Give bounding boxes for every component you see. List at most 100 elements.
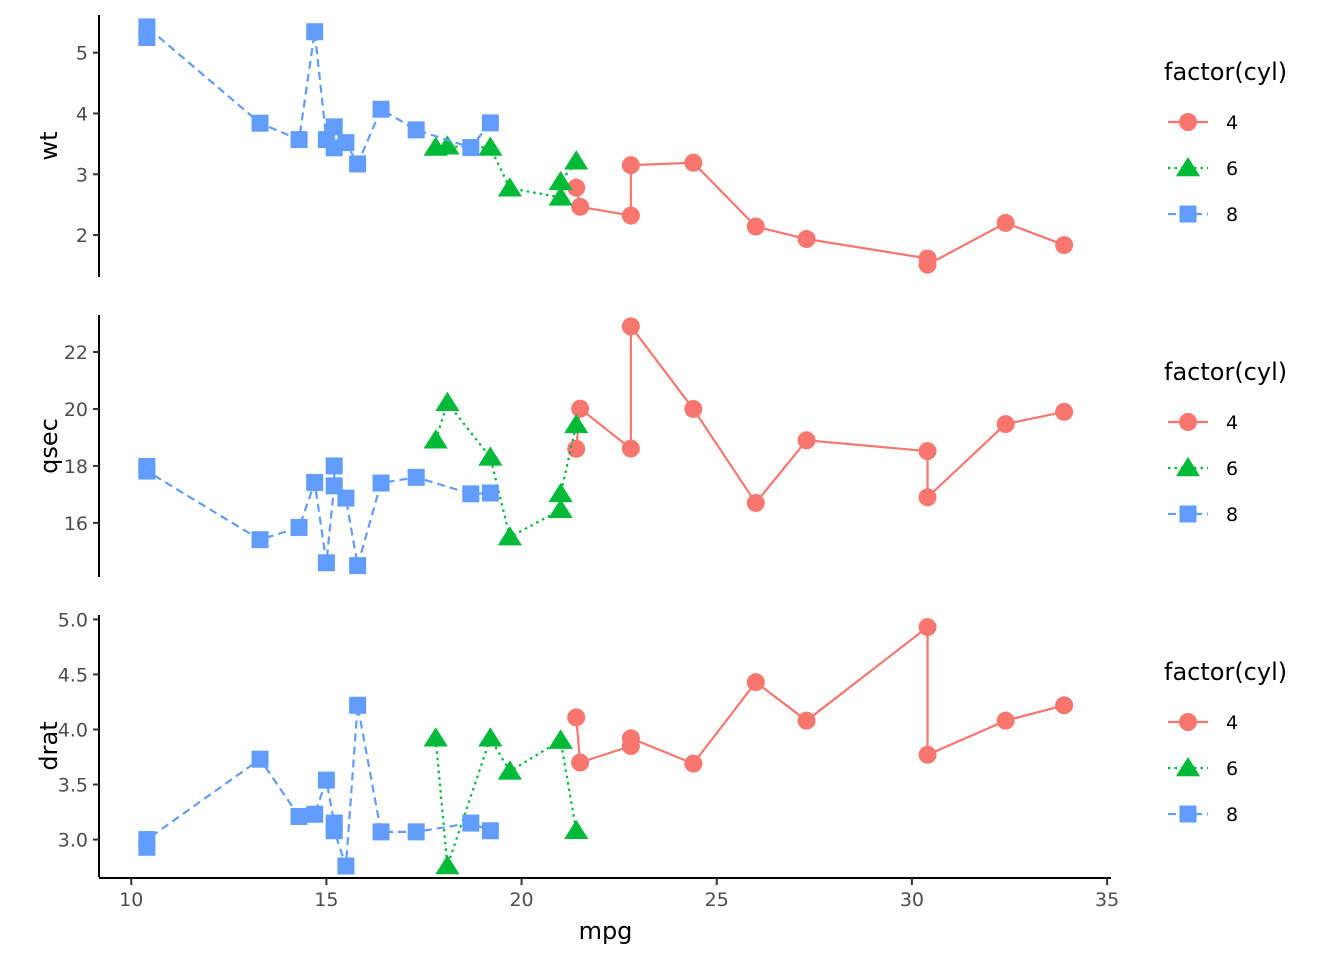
data-point-cyl-4	[996, 711, 1015, 730]
series-line-cyl-4	[575, 624, 1065, 765]
data-point-cyl-4	[621, 317, 640, 336]
data-point-cyl-8	[290, 807, 308, 825]
legend-label: 6	[1226, 758, 1238, 780]
data-point-cyl-8	[325, 822, 343, 840]
data-point-cyl-6	[564, 150, 589, 170]
data-point-cyl-8	[251, 531, 269, 549]
data-point-cyl-6	[478, 136, 503, 156]
data-point-cyl-4	[684, 153, 703, 172]
x-tick-label: 15	[314, 889, 338, 911]
data-point-cyl-8	[251, 114, 269, 132]
data-point-cyl-6	[548, 186, 573, 206]
y-axis-title: wt	[35, 131, 63, 160]
data-point-cyl-8	[306, 473, 324, 491]
data-point-cyl-8	[481, 484, 499, 502]
data-point-cyl-8	[462, 485, 480, 503]
y-tick-label: 3.0	[58, 830, 88, 852]
x-tick-label: 20	[509, 889, 533, 911]
legend-label: 6	[1226, 458, 1238, 480]
data-point-cyl-8	[481, 114, 499, 132]
legend-label: 4	[1226, 712, 1238, 734]
data-point-cyl-6	[497, 760, 522, 780]
series-line-cyl-4	[575, 161, 1065, 267]
data-point-cyl-6	[548, 498, 573, 519]
y-axis-title: qsec	[35, 418, 63, 474]
data-point-cyl-6	[478, 727, 503, 747]
data-point-cyl-8	[337, 857, 355, 875]
legend-label: 4	[1226, 412, 1238, 434]
data-point-cyl-8	[481, 822, 499, 840]
data-point-cyl-8	[372, 823, 390, 841]
data-point-cyl-6	[548, 482, 573, 503]
legend-title: factor(cyl)	[1164, 358, 1287, 386]
data-point-cyl-8	[372, 474, 390, 492]
legend-key-marker-8	[1179, 205, 1197, 223]
panel-drat	[93, 615, 1074, 877]
legend-key-marker-8	[1179, 505, 1197, 523]
data-point-cyl-4	[571, 399, 590, 418]
x-axis-title: mpg	[579, 917, 633, 945]
series-line-cyl-6	[434, 735, 578, 867]
data-point-cyl-6	[435, 135, 460, 155]
data-point-cyl-4	[918, 618, 937, 637]
data-point-cyl-6	[497, 177, 522, 197]
data-point-cyl-8	[251, 750, 269, 768]
data-point-cyl-8	[306, 23, 324, 41]
data-point-cyl-4	[797, 711, 816, 730]
data-point-cyl-8	[317, 554, 335, 572]
legend-key-marker-4	[1179, 113, 1197, 131]
legend-key-marker-4	[1179, 413, 1197, 431]
data-point-cyl-4	[571, 753, 590, 772]
y-tick-label: 5	[76, 43, 88, 65]
data-point-cyl-4	[1055, 402, 1074, 421]
data-point-cyl-4	[621, 156, 640, 175]
data-point-cyl-4	[746, 493, 765, 512]
data-point-cyl-8	[290, 131, 308, 149]
data-point-cyl-4	[996, 213, 1015, 232]
data-point-cyl-6	[423, 429, 448, 449]
data-point-cyl-6	[423, 727, 448, 747]
data-point-cyl-4	[567, 708, 586, 727]
data-point-cyl-4	[684, 399, 703, 418]
data-point-cyl-6	[548, 729, 573, 749]
data-point-cyl-8	[349, 155, 367, 173]
x-tick-label: 10	[119, 889, 143, 911]
x-tick-label: 30	[900, 889, 924, 911]
y-tick-label: 4.0	[58, 719, 88, 741]
data-point-cyl-4	[1055, 236, 1074, 255]
y-axis-title: drat	[35, 721, 63, 770]
x-tick-label: 25	[705, 889, 729, 911]
panel-qsec	[93, 315, 1074, 577]
legend-key-marker-8	[1179, 805, 1197, 823]
y-tick-label: 20	[64, 399, 88, 421]
legend-label: 8	[1226, 504, 1238, 526]
data-point-cyl-4	[571, 197, 590, 216]
data-point-cyl-6	[435, 854, 460, 875]
legend-key-marker-6	[1175, 757, 1201, 777]
data-point-cyl-6	[548, 170, 573, 191]
data-point-cyl-8	[325, 118, 343, 136]
data-point-cyl-8	[317, 771, 335, 789]
data-point-cyl-8	[372, 100, 390, 118]
legend-label: 4	[1226, 112, 1238, 134]
legend-label: 6	[1226, 158, 1238, 180]
data-point-cyl-6	[497, 526, 522, 546]
y-tick-label: 5.0	[58, 609, 88, 631]
data-point-cyl-8	[306, 805, 324, 823]
data-point-cyl-4	[918, 255, 937, 274]
data-point-cyl-4	[746, 673, 765, 692]
data-point-cyl-8	[407, 121, 425, 139]
data-point-cyl-8	[337, 134, 355, 152]
data-point-cyl-8	[138, 831, 156, 849]
data-point-cyl-4	[996, 415, 1015, 434]
data-point-cyl-4	[567, 178, 586, 197]
legend-label: 8	[1226, 204, 1238, 226]
data-point-cyl-4	[1055, 696, 1074, 715]
data-point-cyl-4	[918, 442, 937, 461]
data-point-cyl-4	[797, 230, 816, 249]
data-point-cyl-8	[138, 462, 156, 480]
legend-key-marker-4	[1179, 713, 1197, 731]
legend-wt: factor(cyl) 4 6 8	[1164, 58, 1287, 226]
legend-label: 8	[1226, 804, 1238, 826]
